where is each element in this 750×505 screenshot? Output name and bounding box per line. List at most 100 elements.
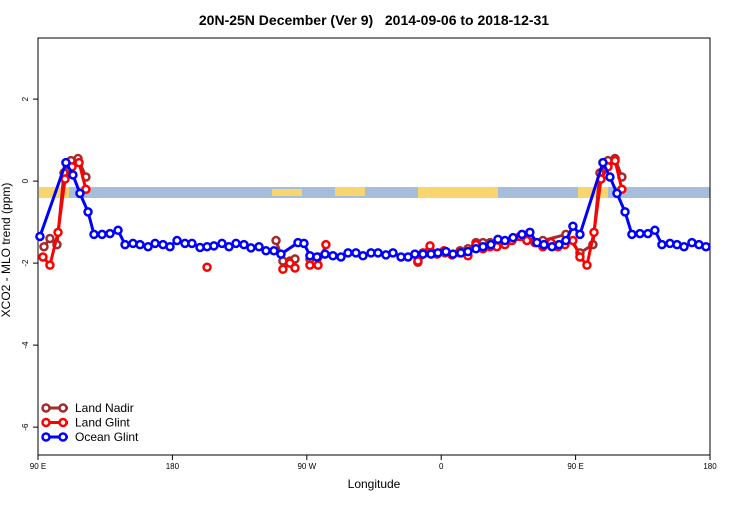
y-tick-label: 2 <box>21 96 30 101</box>
point <box>165 241 175 252</box>
point <box>299 238 309 249</box>
point <box>410 249 420 259</box>
point <box>269 246 279 256</box>
point <box>39 241 49 252</box>
point <box>202 262 212 272</box>
point <box>246 243 256 253</box>
point <box>539 239 549 250</box>
point <box>643 228 653 239</box>
y-tick-label: -2 <box>21 259 30 267</box>
point <box>525 227 535 238</box>
land-patch <box>418 187 498 198</box>
map-strip <box>39 187 710 198</box>
point <box>320 249 330 259</box>
y-axis-label: XCO2 - MLO trend (ppm) <box>0 183 13 318</box>
point <box>486 239 496 250</box>
legend-marker <box>41 403 51 413</box>
point <box>276 249 286 259</box>
point <box>135 239 145 250</box>
land-patch <box>272 189 302 196</box>
point <box>313 260 323 270</box>
point <box>701 241 711 252</box>
point <box>620 207 630 217</box>
point <box>463 246 473 257</box>
point <box>75 188 85 199</box>
legend-label: Ocean Glint <box>75 430 139 444</box>
point <box>81 184 91 195</box>
legend-marker <box>41 432 51 442</box>
point <box>35 231 45 242</box>
point <box>657 239 667 250</box>
point <box>433 248 443 258</box>
point <box>679 241 689 252</box>
x-axis-label: Longitude <box>348 477 401 491</box>
x-tick-label: 90 E <box>30 462 46 471</box>
point <box>336 252 346 262</box>
point <box>61 157 71 168</box>
x-tick-label: 90 W <box>297 462 316 471</box>
point <box>358 250 368 261</box>
point <box>582 260 592 270</box>
point <box>83 207 93 217</box>
y-tick-label: 0 <box>21 178 30 183</box>
point <box>97 229 107 240</box>
x-tick-label: 180 <box>703 462 717 471</box>
x-tick-label: 90 E <box>567 462 583 471</box>
point <box>575 252 585 262</box>
point <box>74 157 84 168</box>
point <box>187 238 197 249</box>
x-tick-label: 180 <box>166 462 180 471</box>
point <box>554 239 564 250</box>
point <box>508 232 518 243</box>
y-tick-label: -6 <box>21 423 30 431</box>
point <box>224 241 234 252</box>
point <box>239 239 249 250</box>
point <box>418 249 428 259</box>
point <box>261 246 271 256</box>
point <box>105 228 115 239</box>
point <box>500 235 510 246</box>
point <box>589 227 599 238</box>
point <box>561 235 571 246</box>
point <box>388 248 398 258</box>
point <box>271 235 281 246</box>
point <box>373 248 383 258</box>
legend-marker <box>58 432 68 442</box>
point <box>478 241 488 252</box>
point <box>290 263 300 273</box>
legend-label: Land Nadir <box>75 401 134 415</box>
point <box>38 252 48 262</box>
point <box>321 239 331 250</box>
chart-title: 20N-25N December (Ver 9) 2014-09-06 to 2… <box>199 12 549 28</box>
x-tick-label: 0 <box>439 462 444 471</box>
point <box>172 235 182 246</box>
point <box>68 170 78 180</box>
point <box>231 238 241 249</box>
legend-marker <box>58 403 68 413</box>
land-patch <box>335 187 365 196</box>
point <box>522 235 532 246</box>
point <box>254 241 264 252</box>
point <box>113 225 123 236</box>
point <box>45 260 55 270</box>
point <box>650 225 660 236</box>
point <box>150 238 160 249</box>
point <box>612 188 622 199</box>
point <box>568 221 578 231</box>
point <box>89 229 99 240</box>
point <box>517 229 527 240</box>
y-tick-label: -4 <box>21 341 30 349</box>
point <box>635 228 645 239</box>
point <box>343 248 353 258</box>
point <box>120 239 130 250</box>
point <box>312 252 322 262</box>
point <box>328 250 338 261</box>
point <box>425 241 435 251</box>
point <box>598 157 608 168</box>
point <box>575 229 585 240</box>
point <box>448 249 458 259</box>
point <box>610 155 620 166</box>
point <box>278 264 288 275</box>
legend-label: Land Glint <box>75 416 130 430</box>
